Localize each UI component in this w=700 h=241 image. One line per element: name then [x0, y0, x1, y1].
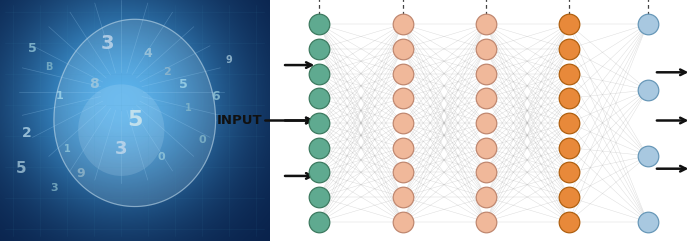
Text: 9: 9 [225, 55, 232, 65]
Point [397, 170, 408, 174]
Polygon shape [54, 19, 216, 207]
Point [563, 170, 574, 174]
Point [480, 220, 491, 224]
Text: 3: 3 [115, 141, 127, 158]
Point [642, 154, 653, 158]
Text: 1: 1 [55, 91, 63, 101]
Point [397, 22, 408, 26]
Point [563, 121, 574, 125]
Text: 0: 0 [198, 135, 206, 145]
Text: 5: 5 [28, 42, 36, 55]
Point [480, 22, 491, 26]
Text: 5: 5 [16, 161, 27, 176]
Point [563, 146, 574, 149]
Text: 2: 2 [22, 126, 32, 140]
Point [480, 72, 491, 75]
Point [314, 195, 325, 199]
Point [480, 96, 491, 100]
Point [314, 96, 325, 100]
Point [397, 146, 408, 149]
Text: 1: 1 [186, 103, 192, 114]
Point [563, 47, 574, 51]
Point [314, 22, 325, 26]
Text: 8: 8 [90, 77, 99, 91]
Text: 9: 9 [76, 167, 85, 180]
Point [314, 121, 325, 125]
Text: 3: 3 [101, 34, 115, 53]
Text: 1: 1 [64, 144, 71, 154]
Point [314, 72, 325, 75]
Text: INPUT: INPUT [217, 114, 262, 127]
Point [563, 195, 574, 199]
Point [642, 22, 653, 26]
Point [397, 121, 408, 125]
Point [314, 220, 325, 224]
Point [397, 72, 408, 75]
Point [480, 47, 491, 51]
Point [397, 96, 408, 100]
Point [397, 47, 408, 51]
Point [397, 195, 408, 199]
Point [480, 146, 491, 149]
Point [314, 170, 325, 174]
Point [563, 22, 574, 26]
Point [314, 47, 325, 51]
Text: 2: 2 [163, 67, 171, 77]
Point [397, 220, 408, 224]
Point [563, 220, 574, 224]
Ellipse shape [78, 84, 164, 176]
Point [480, 170, 491, 174]
Point [480, 195, 491, 199]
Text: 5: 5 [127, 111, 142, 130]
Point [642, 88, 653, 92]
Point [314, 146, 325, 149]
Point [642, 220, 653, 224]
Point [563, 72, 574, 75]
Point [563, 96, 574, 100]
Text: 3: 3 [50, 183, 57, 193]
Text: 5: 5 [179, 78, 188, 91]
Text: 6: 6 [211, 90, 220, 103]
Text: B: B [45, 62, 52, 73]
Text: 4: 4 [144, 47, 153, 60]
Text: 0: 0 [158, 152, 165, 162]
Point [480, 121, 491, 125]
